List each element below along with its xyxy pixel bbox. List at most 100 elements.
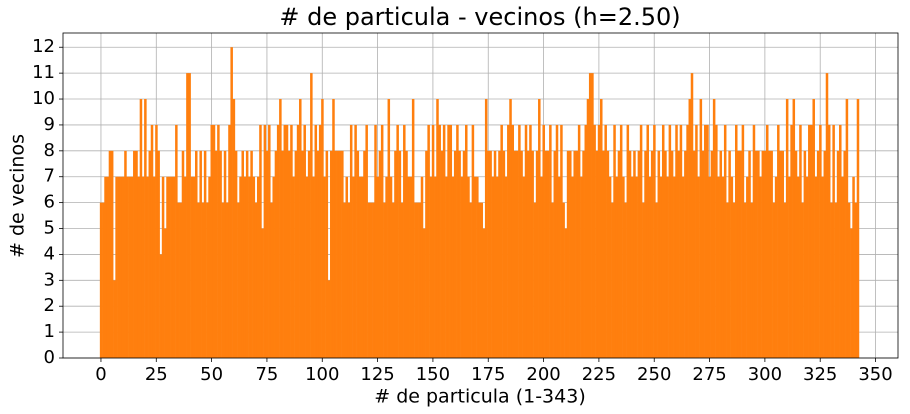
bar xyxy=(511,124,514,358)
chart-title: # de particula - vecinos (h=2.50) xyxy=(279,3,680,31)
bar xyxy=(124,150,127,358)
bar xyxy=(704,124,707,358)
bar xyxy=(515,150,519,358)
bar xyxy=(254,202,258,358)
bar xyxy=(732,202,736,358)
x-tick-label: 325 xyxy=(803,364,837,385)
bar xyxy=(779,150,782,358)
bar xyxy=(314,124,318,358)
bar xyxy=(580,176,583,358)
bar xyxy=(245,150,249,358)
bar xyxy=(819,124,822,358)
bar xyxy=(763,150,767,358)
bar xyxy=(374,124,377,358)
bar xyxy=(825,73,829,359)
bar xyxy=(369,202,373,358)
bar xyxy=(794,150,798,358)
bar xyxy=(312,176,315,358)
bar xyxy=(856,99,860,358)
bar xyxy=(453,150,457,358)
bar xyxy=(790,124,793,358)
bars xyxy=(99,47,860,359)
bar xyxy=(520,150,523,358)
bar xyxy=(234,150,238,358)
bar xyxy=(681,176,685,358)
bar xyxy=(770,150,773,358)
bar xyxy=(602,150,605,358)
bar xyxy=(746,176,749,358)
bar xyxy=(697,176,700,358)
bar xyxy=(276,124,280,358)
bar xyxy=(615,176,619,358)
bar xyxy=(823,150,827,358)
bar xyxy=(299,99,302,358)
bar xyxy=(549,124,552,358)
bar xyxy=(281,150,284,358)
bar xyxy=(332,99,335,358)
bar xyxy=(666,176,669,358)
bar xyxy=(529,124,532,358)
y-tick-label: 0 xyxy=(44,347,55,368)
bar xyxy=(137,176,140,358)
bar xyxy=(799,124,802,358)
bar xyxy=(434,176,437,358)
bar xyxy=(445,176,448,358)
y-tick-label: 6 xyxy=(44,192,55,213)
bar xyxy=(305,176,309,358)
bar xyxy=(584,124,588,358)
bar xyxy=(586,99,590,358)
bar xyxy=(639,124,643,358)
bar xyxy=(670,150,674,358)
bar xyxy=(316,150,320,358)
bar xyxy=(197,202,200,358)
bar xyxy=(757,150,760,358)
bar xyxy=(274,150,278,358)
bar xyxy=(480,202,484,358)
bar xyxy=(748,150,751,358)
bar xyxy=(754,150,758,358)
bar xyxy=(721,176,725,358)
bar xyxy=(181,150,185,358)
x-tick-label: 350 xyxy=(858,364,892,385)
bar xyxy=(394,150,397,358)
bar xyxy=(237,202,240,358)
bar xyxy=(155,124,158,358)
x-axis-label: # de particula (1-343) xyxy=(374,386,585,408)
bar xyxy=(847,202,851,358)
bar xyxy=(642,202,645,358)
bar xyxy=(710,150,714,358)
bar xyxy=(334,150,337,358)
bar xyxy=(557,176,561,358)
bar xyxy=(827,124,831,358)
bar xyxy=(290,124,293,358)
bar xyxy=(830,202,833,358)
bar xyxy=(352,176,355,358)
bar xyxy=(677,150,680,358)
bar xyxy=(502,150,506,358)
bar xyxy=(121,176,125,358)
bar xyxy=(323,176,326,358)
bar xyxy=(533,202,537,358)
bar xyxy=(341,150,344,358)
bar xyxy=(102,202,105,358)
bar xyxy=(166,176,169,358)
bar xyxy=(391,202,395,358)
bar xyxy=(555,124,559,358)
bar xyxy=(201,202,205,358)
bar xyxy=(765,124,769,358)
bar xyxy=(759,176,762,358)
y-tick-label: 8 xyxy=(44,140,55,161)
bar xyxy=(199,150,202,358)
bar xyxy=(188,73,191,359)
bar xyxy=(597,124,601,358)
bar xyxy=(378,150,382,358)
bar xyxy=(686,124,689,358)
bar xyxy=(159,254,163,358)
bar xyxy=(478,202,481,358)
bar xyxy=(741,124,745,358)
bar xyxy=(566,150,570,358)
bar xyxy=(252,176,256,358)
bar xyxy=(850,228,853,358)
bar xyxy=(157,150,160,358)
bar xyxy=(737,150,740,358)
